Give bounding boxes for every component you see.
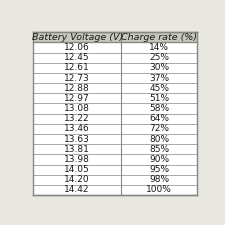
Text: 95%: 95% xyxy=(149,165,169,174)
Text: 14.20: 14.20 xyxy=(64,175,90,184)
Text: 12.88: 12.88 xyxy=(64,84,90,93)
Text: 72%: 72% xyxy=(149,124,169,133)
Text: 12.97: 12.97 xyxy=(64,94,90,103)
Text: 80%: 80% xyxy=(149,135,169,144)
Text: 100%: 100% xyxy=(146,185,172,194)
Text: 98%: 98% xyxy=(149,175,169,184)
Text: 30%: 30% xyxy=(149,63,169,72)
Bar xyxy=(33,32,197,42)
Text: 13.46: 13.46 xyxy=(64,124,90,133)
Text: 13.98: 13.98 xyxy=(64,155,90,164)
Text: 14.05: 14.05 xyxy=(64,165,90,174)
Text: 90%: 90% xyxy=(149,155,169,164)
Text: 85%: 85% xyxy=(149,145,169,154)
Text: 64%: 64% xyxy=(149,114,169,123)
Text: 13.81: 13.81 xyxy=(64,145,90,154)
Text: 14.42: 14.42 xyxy=(64,185,90,194)
Text: Charge rate (%): Charge rate (%) xyxy=(121,33,197,42)
Text: 58%: 58% xyxy=(149,104,169,113)
Text: Battery Voltage (V): Battery Voltage (V) xyxy=(32,33,123,42)
Text: 25%: 25% xyxy=(149,53,169,62)
Text: 45%: 45% xyxy=(149,84,169,93)
Text: 13.63: 13.63 xyxy=(64,135,90,144)
Text: 37%: 37% xyxy=(149,74,169,83)
Text: 12.45: 12.45 xyxy=(64,53,90,62)
Text: 14%: 14% xyxy=(149,43,169,52)
Text: 12.06: 12.06 xyxy=(64,43,90,52)
Text: 13.08: 13.08 xyxy=(64,104,90,113)
Text: 12.61: 12.61 xyxy=(64,63,90,72)
Text: 12.73: 12.73 xyxy=(64,74,90,83)
Text: 13.22: 13.22 xyxy=(64,114,90,123)
Text: 51%: 51% xyxy=(149,94,169,103)
